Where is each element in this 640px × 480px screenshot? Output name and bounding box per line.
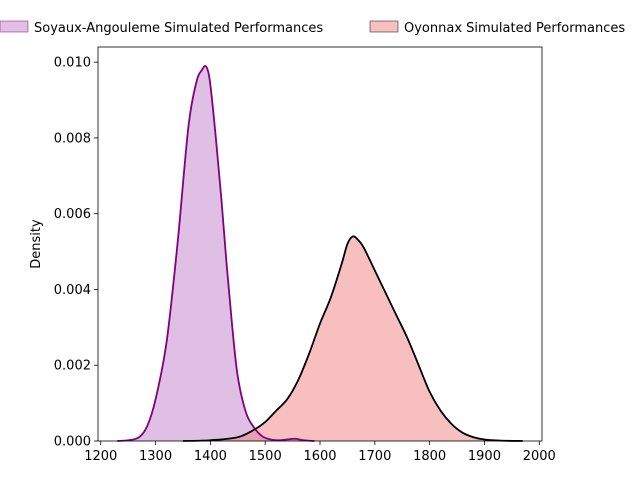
y-axis: 0.000 0.002 0.004 0.006 0.008 0.010	[54, 56, 98, 450]
x-tick-label: 1400	[194, 449, 227, 464]
series-lines	[117, 65, 523, 442]
y-tick-label: 0.006	[54, 207, 91, 222]
y-tick-label: 0.004	[54, 283, 91, 298]
x-axis: 1200 1300 1400 1500 1600 1700 1800 1900 2000	[84, 441, 556, 464]
x-tick-label: 1200	[84, 449, 117, 464]
x-tick-label: 1300	[139, 449, 172, 464]
legend: Soyaux-Angouleme Simulated Performances O…	[0, 20, 625, 36]
y-axis-label: Density	[29, 219, 44, 269]
series-areas	[117, 65, 523, 441]
x-tick-label: 1700	[358, 449, 391, 464]
legend-swatch-0	[0, 20, 29, 33]
legend-label-0: Soyaux-Angouleme Simulated Performances	[34, 21, 323, 36]
y-tick-label: 0.010	[54, 56, 91, 71]
legend-label-1: Oyonnax Simulated Performances	[404, 21, 625, 36]
x-tick-label: 1600	[303, 449, 336, 464]
legend-swatch-1	[369, 20, 399, 33]
x-tick-label: 1800	[413, 449, 446, 464]
series-line-1	[182, 235, 523, 442]
series-line-0	[117, 65, 315, 442]
x-tick-label: 1500	[249, 449, 282, 464]
y-tick-label: 0.002	[54, 359, 91, 374]
series-area-1	[182, 236, 523, 441]
x-tick-label: 1900	[468, 449, 501, 464]
y-tick-label: 0.000	[54, 435, 91, 450]
series-area-0	[117, 65, 315, 441]
x-tick-label: 2000	[523, 449, 556, 464]
y-tick-label: 0.008	[54, 131, 91, 146]
